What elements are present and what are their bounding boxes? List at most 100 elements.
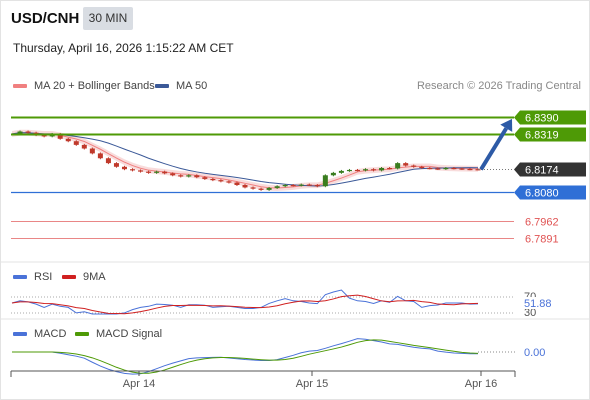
x-tick-label: Apr 16 — [465, 378, 497, 390]
rsi-legend-label: RSI — [34, 271, 53, 283]
macd-signal-legend-label: MACD Signal — [96, 328, 163, 340]
candle-body — [467, 168, 473, 171]
candle-body — [154, 171, 160, 173]
candle-body — [138, 170, 144, 172]
candle-body — [121, 166, 127, 170]
resistance-tag: 6.8319 — [514, 127, 586, 142]
legend-rsi-ma: 9MA — [62, 271, 106, 283]
macd-value: 0.00 — [524, 347, 545, 359]
legend-ma50: MA 50 — [155, 80, 207, 92]
candle-body — [97, 153, 103, 159]
candle-body — [451, 167, 457, 170]
candle-body — [130, 169, 136, 171]
candle-body — [282, 185, 288, 187]
ma20-swatch — [13, 84, 27, 88]
moving-average-layer — [11, 132, 479, 189]
ma50-swatch — [155, 84, 169, 88]
candle-body — [459, 168, 465, 170]
candle-body — [419, 166, 425, 168]
macd-line — [12, 338, 479, 375]
rsi-ma-legend-label: 9MA — [83, 271, 106, 283]
candle-body — [427, 167, 433, 170]
candle-body — [411, 165, 417, 167]
candle-body — [226, 181, 232, 183]
support-tag-text: 6.8080 — [525, 188, 559, 200]
macd-signal-line — [12, 339, 479, 374]
candle-body — [395, 163, 401, 169]
candle-body — [250, 187, 256, 189]
rsi-line — [11, 289, 479, 315]
candle-body — [105, 158, 111, 164]
x-tick-label: Apr 14 — [123, 378, 155, 390]
candle-body — [298, 184, 304, 186]
candle-body — [81, 144, 87, 149]
candle-body — [387, 167, 393, 170]
ma50-line — [11, 132, 479, 187]
legend-macd-signal: MACD Signal — [75, 328, 162, 340]
candle-body — [314, 185, 320, 187]
candle-body — [443, 167, 449, 170]
bollinger-band — [12, 129, 478, 191]
candle-body — [89, 148, 95, 154]
legend-macd: MACD — [13, 328, 66, 340]
candle-body — [170, 173, 176, 176]
candle-body — [202, 177, 208, 179]
candle-body — [330, 172, 336, 176]
candle-body — [403, 163, 409, 166]
levels-layer: 6.8390 6.8319 6.8174 6.8080 6.7962 6.7891 — [11, 110, 586, 246]
candle-body — [306, 184, 312, 186]
bollinger-band-layer — [12, 129, 478, 191]
candle-body — [363, 169, 369, 171]
resistance-tag-bg — [514, 110, 586, 125]
candle-body — [379, 167, 385, 171]
symbol-title: USD/CNH — [11, 10, 80, 27]
rsi-value: 51.88 — [524, 298, 552, 310]
candle-body — [346, 169, 352, 172]
resistance-tag: 6.8390 — [514, 110, 586, 125]
macd-swatch — [13, 332, 27, 336]
candle-body — [186, 175, 192, 177]
candle-body — [73, 141, 79, 145]
candle-body — [218, 180, 224, 182]
current-price-tag: 6.8174 — [514, 162, 586, 177]
forecast-arrow-head — [500, 118, 513, 132]
candle-body — [274, 186, 280, 188]
candle-body — [17, 131, 23, 134]
copyright-label: Research © 2026 Trading Central — [416, 80, 581, 92]
current-price-tag-text: 6.8174 — [525, 165, 559, 177]
datetime-label: Thursday, April 16, 2026 1:15:22 AM CET — [13, 41, 234, 55]
rsi-ma-swatch — [62, 275, 76, 279]
current-price-tag-bg — [514, 162, 586, 177]
candle-body — [435, 168, 441, 170]
macd-signal-swatch — [75, 332, 89, 336]
stop-level-text: 6.7962 — [525, 217, 559, 229]
candle-body — [57, 133, 63, 139]
candle-body — [178, 175, 184, 177]
ma50-legend-label: MA 50 — [176, 80, 208, 92]
candle-body — [194, 175, 200, 178]
stop-level-text: 6.7891 — [525, 234, 559, 246]
resistance-tag-text: 6.8390 — [525, 113, 559, 125]
support-tag-bg — [514, 185, 586, 200]
candle-body — [25, 131, 31, 133]
candle-body — [322, 175, 328, 187]
candle-body — [354, 169, 360, 172]
candle-body — [65, 138, 71, 142]
rsi-panel: 703051.88 — [0, 261, 590, 319]
candle-body — [266, 187, 272, 190]
macd-panel: 0.00 — [0, 318, 590, 375]
x-tick-label: Apr 15 — [296, 378, 328, 390]
support-tag: 6.8080 — [514, 185, 586, 200]
ma20-legend-label: MA 20 + Bollinger Bands — [34, 80, 155, 92]
rsi-swatch — [13, 275, 27, 279]
candle-body — [371, 169, 377, 171]
ma20-line — [11, 132, 479, 189]
legend-rsi: RSI — [13, 271, 52, 283]
candles-layer — [17, 130, 481, 191]
timeframe-badge[interactable]: 30 MIN — [83, 7, 133, 30]
candle-body — [162, 171, 168, 174]
candle-body — [290, 185, 296, 187]
candle-body — [338, 170, 344, 173]
candle-body — [41, 135, 47, 137]
